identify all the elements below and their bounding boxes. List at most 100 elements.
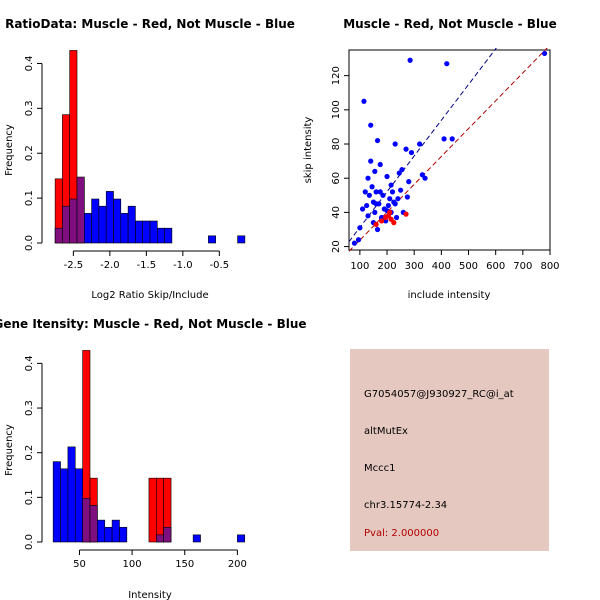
x-tick-label: -1.5	[137, 260, 157, 271]
overlap-bar	[76, 176, 85, 244]
x-tick-label: 100	[123, 559, 142, 570]
blue-bar	[149, 220, 158, 244]
blue-bar	[52, 461, 61, 543]
blue-bar	[237, 534, 246, 543]
x-tick-label: 700	[513, 261, 532, 272]
overlap-bar	[163, 526, 172, 543]
blue-point	[373, 189, 379, 195]
scatter-xlabel: include intensity	[408, 290, 491, 301]
y-tick-label: 120	[331, 66, 342, 85]
ratio-bars	[54, 50, 246, 244]
y-tick-label: 0.3	[24, 400, 35, 416]
blue-point	[441, 136, 447, 142]
ratio-title: RatioData: Muscle - Red, Not Muscle - Bl…	[5, 17, 295, 31]
ratio-y-axis: 0.0 0.1 0.2 0.3 0.4	[24, 56, 43, 251]
blue-bar	[91, 198, 100, 244]
x-tick-label: 800	[540, 261, 559, 272]
red-bar	[148, 477, 157, 543]
gene-intensity-bars	[52, 350, 246, 543]
x-tick-label: 600	[486, 261, 505, 272]
blue-bar	[119, 526, 128, 543]
blue-point	[406, 179, 412, 185]
gene-intensity-y-axis: 0.0 0.1 0.2 0.3 0.4	[24, 355, 43, 550]
blue-point	[393, 214, 400, 221]
blue-point	[404, 194, 410, 200]
blue-bar	[84, 213, 92, 244]
y-tick-label: 100	[331, 100, 342, 119]
blue-point	[372, 168, 378, 174]
blue-bar	[105, 191, 114, 244]
y-tick-label: 0.0	[24, 235, 35, 251]
blue-bar	[98, 205, 107, 244]
y-tick-label: 40	[331, 206, 342, 219]
blue-point	[407, 57, 413, 63]
gene-intensity-x-axis: 50 100 150 200	[73, 549, 247, 570]
info-panel-background	[350, 349, 549, 551]
x-tick-label: 100	[350, 261, 369, 272]
y-tick-label: 0.3	[24, 100, 35, 116]
scatter-fit-lines	[348, 48, 548, 252]
blue-bar	[135, 220, 144, 244]
blue-point	[365, 175, 371, 181]
intensity-scatter: Muscle - Red, Not Muscle - Blue 100 200 30…	[303, 17, 560, 301]
info-panel: G7054057@J930927_RC@i_at altMutEx Mccc1 …	[350, 349, 549, 551]
pval-text: Pval: 2.000000	[364, 528, 439, 539]
blue-point	[388, 182, 394, 188]
blue-point	[392, 201, 398, 207]
blue-bar	[104, 526, 113, 543]
gene-intensity-title: Gene Itensity: Muscle - Red, Not Muscle …	[0, 317, 307, 331]
blue-point	[385, 202, 391, 209]
blue-bar	[208, 235, 216, 244]
blue-bar	[120, 213, 129, 244]
scatter-ylabel: skip intensity	[303, 117, 314, 184]
x-tick-label: 400	[432, 261, 451, 272]
y-tick-label: 80	[331, 138, 342, 151]
blue-point	[408, 149, 415, 156]
overlap-bar	[54, 227, 63, 244]
red-point	[403, 211, 409, 217]
gene-intensity-xlabel: Intensity	[128, 590, 172, 600]
blue-point	[417, 141, 423, 147]
red-bar	[156, 477, 164, 543]
blue-bar	[60, 468, 69, 543]
y-tick-label: 0.0	[24, 534, 35, 550]
blue-point	[395, 196, 401, 202]
blue-bar	[142, 220, 151, 244]
blue-point	[368, 122, 374, 128]
blue-point	[362, 189, 368, 195]
y-tick-label: 0.1	[24, 489, 35, 505]
overlap-bar	[62, 205, 71, 244]
blue-bar	[156, 227, 165, 244]
gene-intensity-histogram: Gene Itensity: Muscle - Red, Not Muscle …	[0, 317, 307, 600]
blue-point	[387, 196, 393, 202]
blue-point	[403, 146, 409, 152]
blue-point	[384, 173, 390, 180]
blue-point	[449, 136, 455, 142]
blue-point	[364, 202, 370, 209]
blue-bar	[113, 198, 122, 244]
x-tick-label: 150	[175, 559, 194, 570]
blue-point	[372, 209, 378, 215]
y-tick-label: 60	[331, 172, 342, 185]
probe-id: G7054057@J930927_RC@i_at	[364, 389, 514, 400]
red-point	[387, 209, 393, 215]
scatter-x-axis: 100 200 300 400 500 600 700 800	[350, 250, 560, 272]
blue-bar	[127, 205, 136, 244]
y-tick-label: 20	[331, 240, 342, 253]
overlap-bar	[69, 198, 78, 244]
blue-point	[541, 50, 548, 57]
blue-point	[392, 141, 398, 147]
blue-bar	[237, 235, 246, 244]
ratio-histogram: RatioData: Muscle - Red, Not Muscle - Bl…	[4, 17, 295, 301]
x-tick-label: -1.0	[173, 260, 193, 271]
x-tick-label: 500	[459, 261, 478, 272]
x-tick-label: 300	[405, 261, 424, 272]
y-tick-label: 0.2	[24, 445, 35, 461]
scatter-plot-box	[348, 49, 551, 251]
scatter-title: Muscle - Red, Not Muscle - Blue	[343, 17, 557, 31]
red-point	[391, 220, 397, 226]
blue-point	[380, 192, 386, 198]
ratio-ylabel: Frequency	[4, 124, 15, 176]
y-tick-label: 0.4	[24, 355, 35, 371]
